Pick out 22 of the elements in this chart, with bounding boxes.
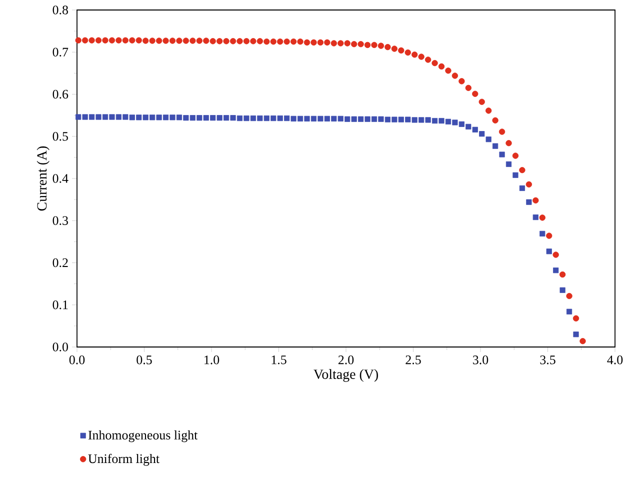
y-tick-label: 0.4 [52, 174, 68, 183]
y-axis-title: Current (A) [36, 146, 50, 211]
x-tick-label: 1.5 [272, 356, 286, 364]
x-tick-label: 0.0 [69, 356, 85, 364]
x-tick-label: 4.0 [607, 356, 623, 364]
legend-label: Uniform light [88, 454, 160, 466]
x-tick-label: 1.0 [204, 356, 220, 364]
y-tick-label: 0.1 [52, 300, 68, 310]
x-tick-label: 3.0 [473, 356, 488, 364]
y-tick-label: 0.7 [52, 48, 68, 57]
x-tick-label: 3.5 [540, 356, 556, 364]
x-tick-label: 2.5 [406, 356, 421, 364]
x-axis-title: Voltage (V) [314, 369, 378, 382]
x-tick-label: 0.5 [136, 356, 152, 364]
y-tick-label: 0.3 [52, 216, 68, 226]
y-tick-label: 0.5 [52, 132, 68, 141]
y-tick-label: 0.6 [52, 90, 68, 99]
x-tick-label: 2.0 [338, 356, 354, 364]
legend-label: Inhomogeneous light [88, 430, 198, 442]
y-tick-label: 0.0 [52, 342, 68, 352]
y-tick-label: 0.2 [52, 258, 68, 268]
y-tick-label: 0.8 [52, 6, 68, 14]
